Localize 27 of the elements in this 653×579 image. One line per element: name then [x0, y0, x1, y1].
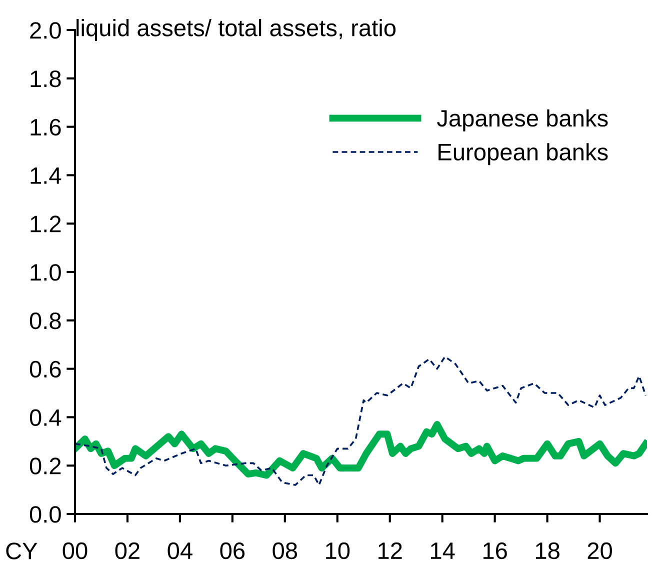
y-tick-label: 0.4: [30, 409, 62, 426]
x-tick-label: 10: [326, 542, 350, 560]
x-tick-label: 18: [536, 542, 560, 560]
chart-title: liquid assets/ total assets, ratio: [76, 18, 396, 42]
x-tick-label: 00: [62, 542, 88, 560]
y-tick-label: 0.0: [30, 506, 61, 523]
x-tick-label: 02: [115, 542, 140, 560]
x-tick-label: 08: [272, 542, 298, 560]
x-tick-label: 04: [168, 542, 192, 560]
y-tick-label: 0.6: [30, 360, 61, 378]
legend-label: European banks: [438, 143, 608, 166]
y-tick-label: 0.2: [30, 458, 61, 474]
y-tick-label: 1.8: [30, 70, 61, 88]
line-series: [75, 356, 647, 486]
x-tick-label: 14: [431, 542, 455, 559]
y-tick-label: 1.2: [30, 216, 61, 232]
y-tick-label: 1.6: [30, 118, 61, 136]
y-tick-label: 1.4: [30, 168, 62, 184]
y-tick-label: 1.0: [30, 264, 61, 281]
y-tick-label: 2.0: [30, 22, 61, 39]
x-tick-label: 20: [588, 542, 612, 560]
x-tick-label: 12: [378, 542, 402, 559]
y-tick-label: 0.8: [30, 312, 61, 330]
x-tick-label: 16: [483, 542, 507, 560]
legend-label: Japanese banks: [437, 109, 608, 132]
text: CY: [6, 542, 38, 560]
x-tick-label: 06: [220, 542, 245, 560]
